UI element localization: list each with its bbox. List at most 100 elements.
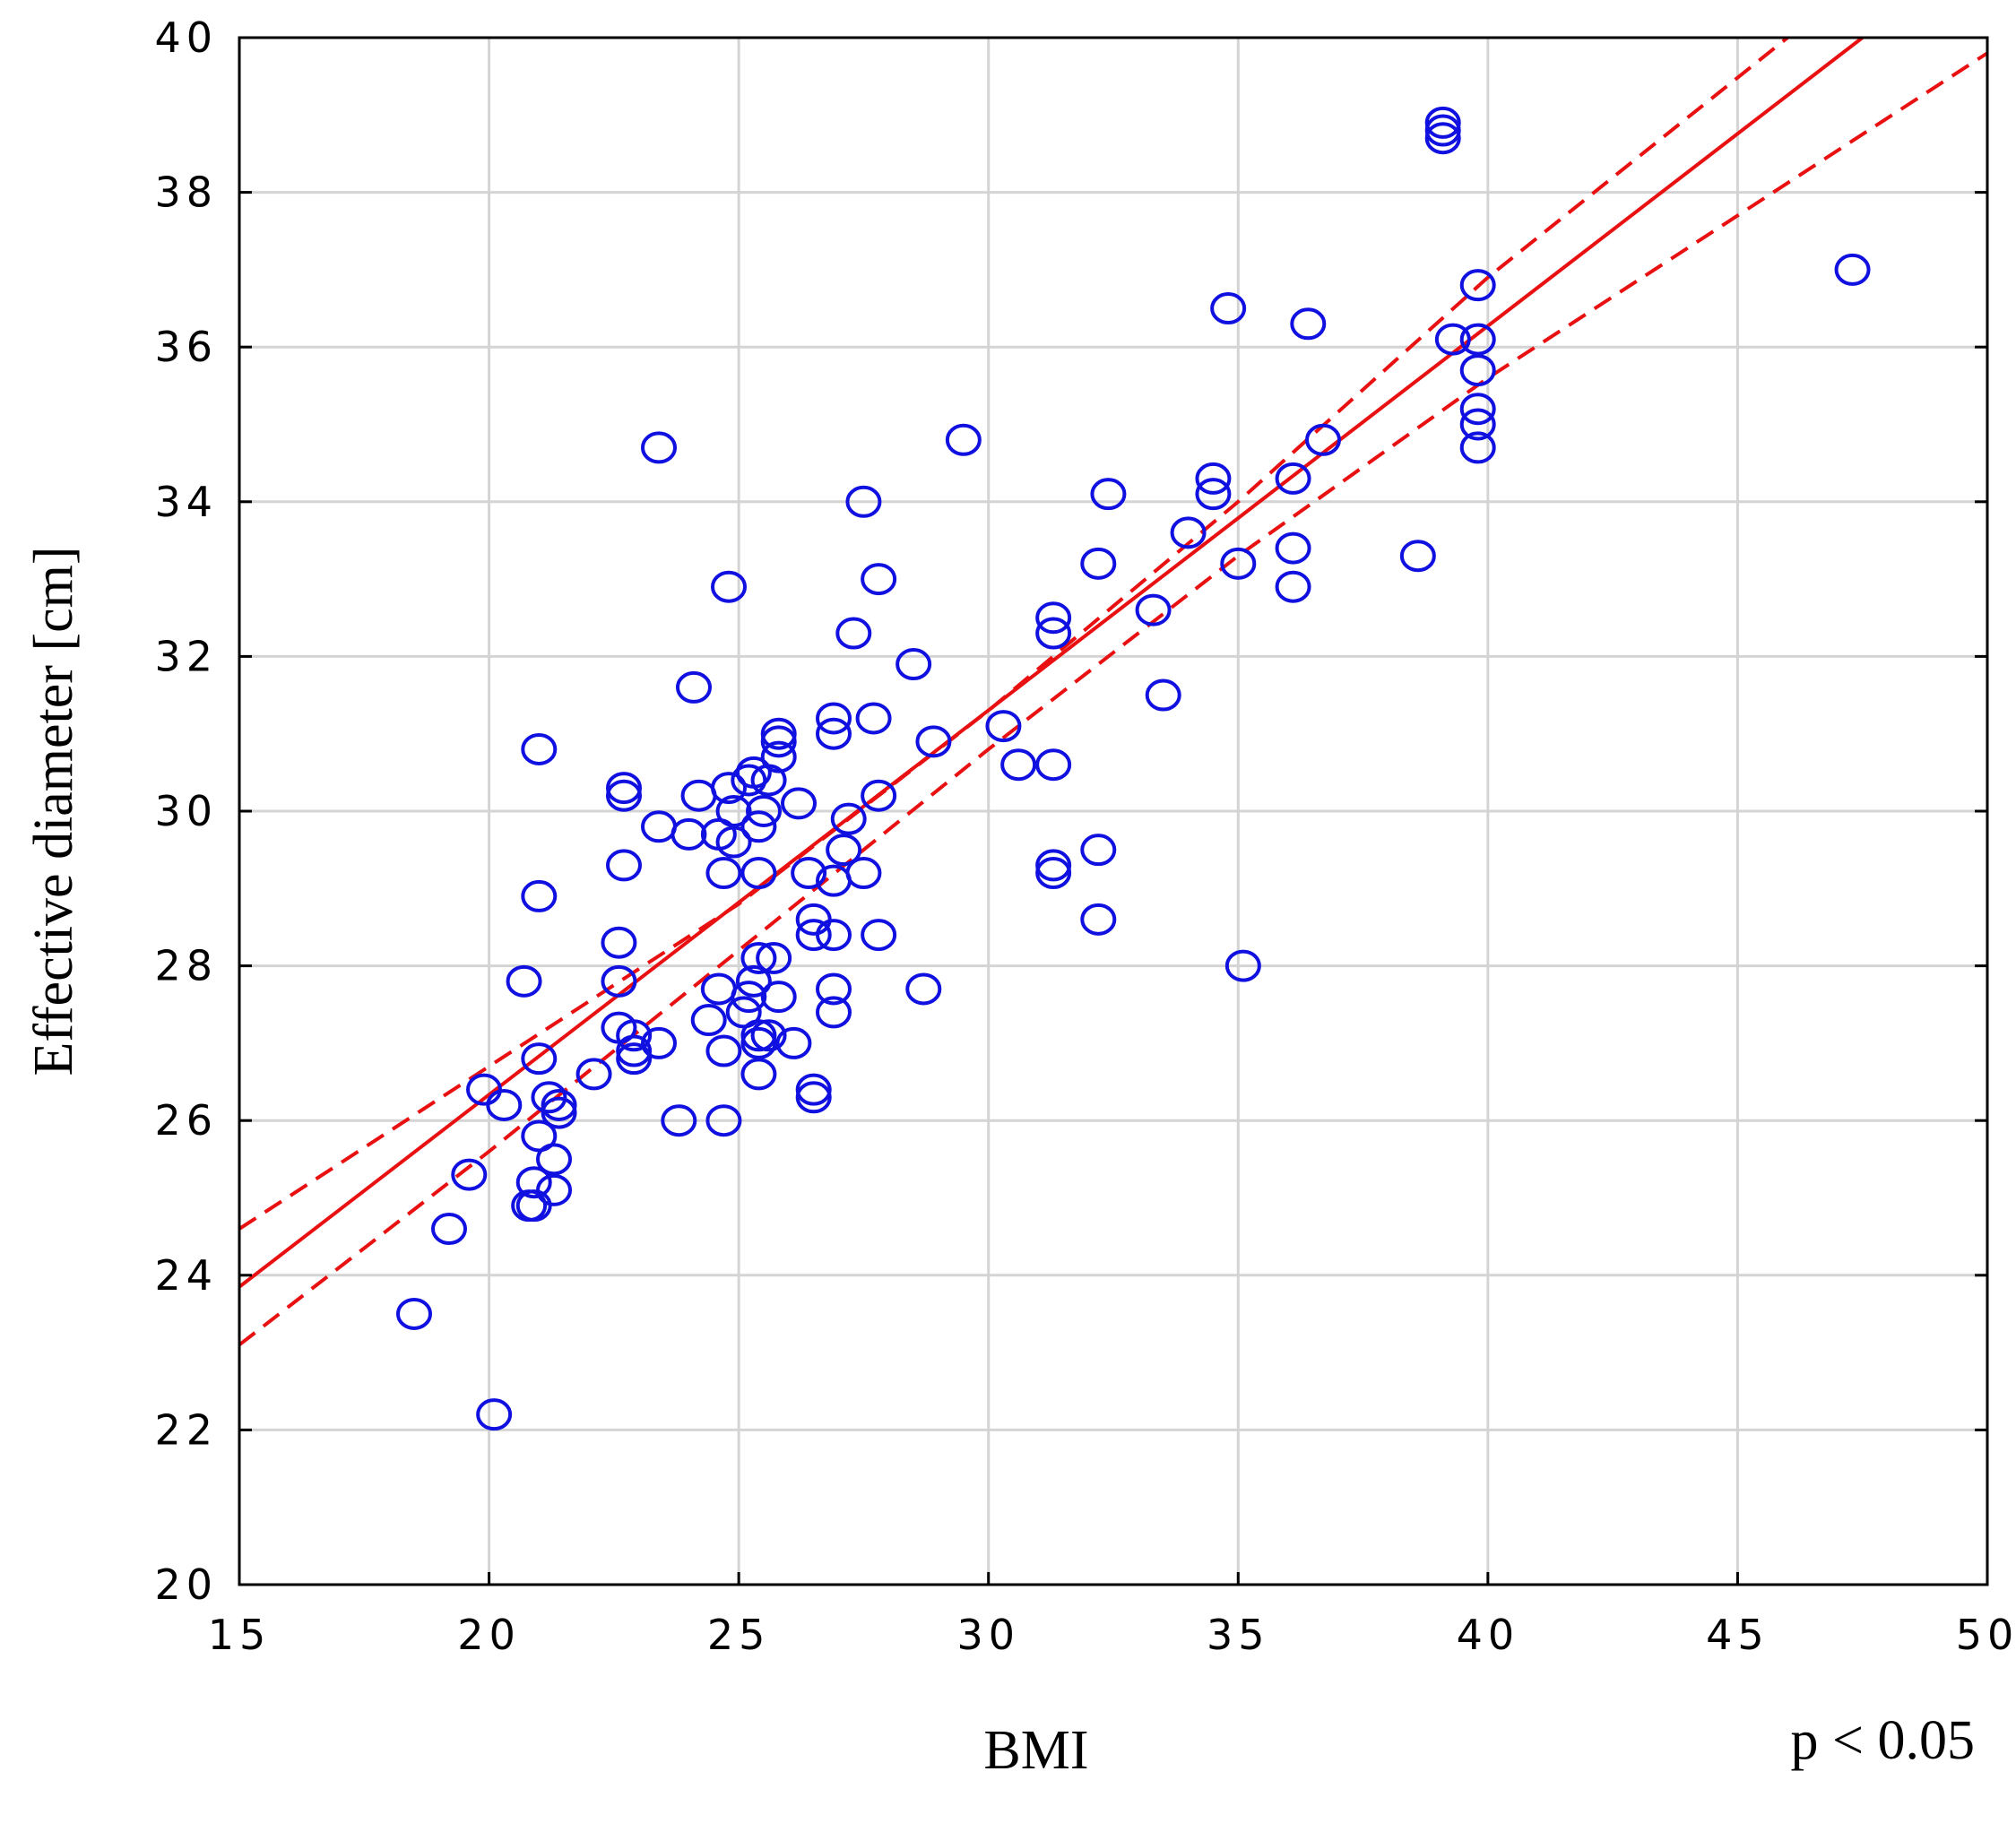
data-point [1275,531,1311,565]
data-point [541,1096,577,1129]
data-point [1275,462,1311,495]
data-point [536,1173,572,1206]
data-point [700,972,737,1006]
data-point [680,779,717,812]
y-tick-label: 24 [154,1251,218,1300]
x-tick-label: 20 [457,1611,521,1659]
data-point [845,485,882,518]
data-point [1210,292,1247,325]
y-tick-label: 20 [154,1560,218,1609]
x-tick-label: 50 [1956,1611,2016,1659]
data-point [740,1058,777,1091]
data-point [861,919,897,952]
data-point [1459,393,1496,426]
x-tick-label: 25 [707,1611,771,1659]
data-point [521,732,558,765]
data-point [1424,106,1461,139]
data-point [606,849,642,882]
data-point [781,787,817,820]
data-point [816,919,852,952]
data-point [575,1058,612,1091]
data-point [616,1042,653,1076]
data-point [740,810,777,843]
data-point [431,1213,467,1246]
data-point [731,981,767,1014]
data-point [711,570,747,603]
data-point [536,1143,572,1176]
data-point [795,919,832,952]
data-point [795,1073,832,1106]
data-point [896,648,932,681]
y-axis-ticks: 20 22 24 26 28 30 32 34 36 38 40 [154,13,1987,1609]
data-point [1459,431,1496,464]
data-point [1275,570,1311,603]
data-point [671,817,707,851]
data-point [861,563,897,596]
data-point [855,702,892,735]
data-point [531,1081,567,1114]
data-point [641,810,677,843]
data-point [641,431,677,464]
data-point [1145,678,1181,712]
data-point [396,1297,432,1330]
data-point [1195,462,1232,495]
confidence-lower [239,51,1987,1347]
data-point [616,1019,653,1052]
data-point [835,617,872,650]
x-axis-ticks: 15 20 25 30 35 40 45 50 [208,1572,2016,1659]
data-point [606,779,642,812]
data-point [1459,269,1496,302]
data-point [1305,423,1341,456]
x-tick-label: 15 [208,1611,272,1659]
data-point [711,772,747,805]
data-point [506,964,542,998]
data-point [1459,323,1496,356]
confidence-upper [239,38,1789,1231]
data-point [775,1026,812,1059]
regression-fit [239,38,1864,1289]
data-point [1434,323,1471,356]
data-point [945,423,982,456]
data-point [760,725,797,758]
data-point [1080,547,1117,580]
data-point [750,764,787,797]
data-point [816,996,852,1029]
data-point [740,1019,777,1052]
data-point [905,972,942,1006]
data-point [1135,593,1172,627]
data-point [826,834,862,867]
data-point [661,1104,697,1137]
data-point [1459,354,1496,387]
data-point [750,1019,787,1052]
data-point [1399,540,1436,573]
data-point [915,725,952,758]
y-tick-label: 28 [154,942,218,990]
y-tick-label: 38 [154,169,218,217]
data-point [715,795,752,827]
data-point [795,1081,832,1114]
data-point [476,1398,513,1431]
grid [239,38,1987,1585]
data-point [735,964,772,998]
data-point [1035,857,1072,890]
data-point [1000,748,1037,782]
data-point [740,1026,777,1059]
data-point [1290,307,1327,341]
data-point [760,740,797,773]
data-point [1080,834,1117,867]
data-point [985,710,1022,743]
data-point [676,670,712,704]
y-tick-label: 36 [154,323,218,371]
data-point [521,1042,558,1076]
y-tick-label: 30 [154,787,218,835]
data-points [396,106,1871,1431]
data-point [1035,849,1072,882]
data-point [1035,748,1072,782]
data-point [760,981,797,1014]
data-point [1834,253,1871,286]
data-point [601,964,637,998]
confidence-band [239,38,1987,1347]
data-point [541,1088,577,1121]
data-point [1090,478,1127,511]
